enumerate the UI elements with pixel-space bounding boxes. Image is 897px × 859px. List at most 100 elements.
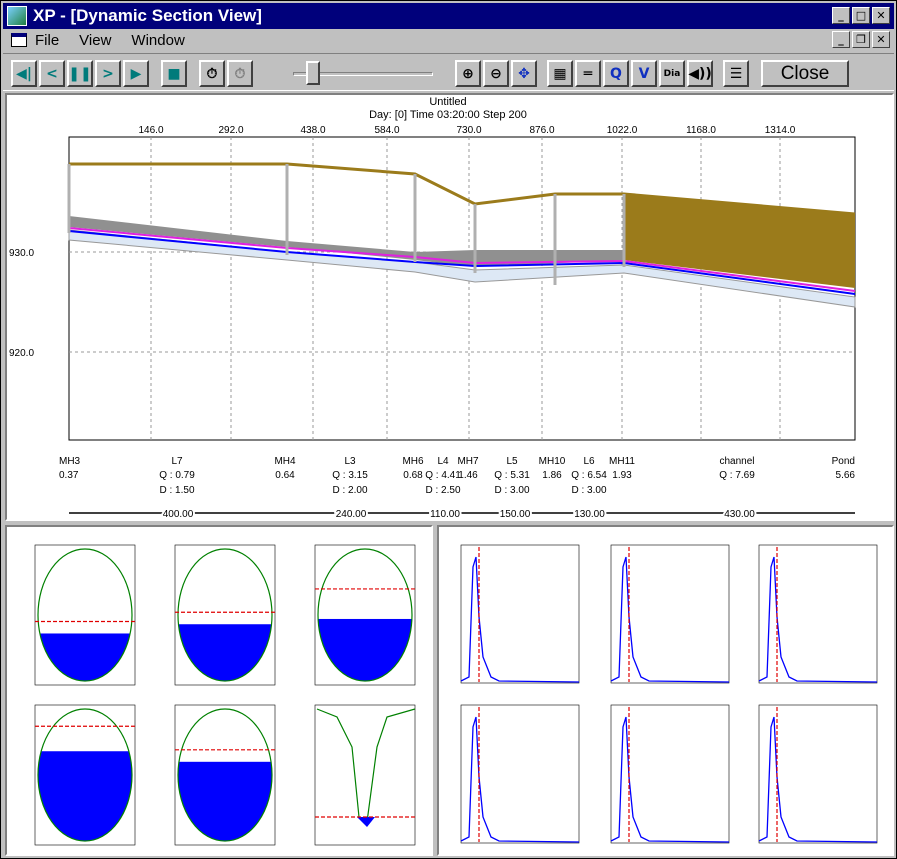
pipe-outline xyxy=(37,708,133,842)
node-name: MH11 xyxy=(609,456,635,467)
link-flow: Q : 3.15 xyxy=(332,470,368,481)
step-back-icon[interactable]: < xyxy=(39,60,65,87)
node-name: Pond xyxy=(832,456,855,467)
app-icon xyxy=(7,6,27,26)
chainage-tick-label: 438.0 xyxy=(300,125,325,136)
cross-section-chart xyxy=(174,704,276,846)
node-value: 0.68 xyxy=(403,470,423,481)
length-label: 240.00 xyxy=(336,509,367,519)
length-label: 400.00 xyxy=(163,509,194,519)
length-label: 110.00 xyxy=(430,509,460,519)
section-subtitle: Day: [0] Time 03:20:00 Step 200 xyxy=(369,109,527,121)
list-icon[interactable]: ☰ xyxy=(723,60,749,87)
zoom-out-icon[interactable]: ⊖ xyxy=(483,60,509,87)
chainage-tick-label: 1314.0 xyxy=(765,125,796,136)
timer-icon[interactable]: ⏱ xyxy=(199,60,225,87)
hydrograph-chart xyxy=(460,704,580,844)
pipe-outline xyxy=(177,708,273,842)
hydrograph-frame xyxy=(460,544,580,684)
link-flow: Q : 6.54 xyxy=(571,470,607,481)
close-window-button[interactable]: ✕ xyxy=(872,7,890,24)
cross-sections-pane xyxy=(5,525,433,856)
zoom-in-icon[interactable]: ⊕ xyxy=(455,60,481,87)
step-forward-icon[interactable]: > xyxy=(95,60,121,87)
node-value: 0.37 xyxy=(59,470,79,481)
chainage-tick-label: 146.0 xyxy=(138,125,163,136)
mdi-restore-button[interactable]: ❐ xyxy=(852,31,870,48)
link-flow: Q : 5.31 xyxy=(494,470,530,481)
link-name: L3 xyxy=(344,456,356,467)
cross-section-chart xyxy=(314,544,416,686)
chainage-tick-label: 292.0 xyxy=(218,125,243,136)
length-label: 430.00 xyxy=(724,509,755,519)
title-bar: XP - [Dynamic Section View] _ □ ✕ xyxy=(3,3,894,29)
link-flow: Q : 7.69 xyxy=(719,470,755,481)
section-title: Untitled xyxy=(429,96,466,108)
menu-bar: File View Window _ ❐ ✕ xyxy=(3,29,894,51)
pipe-crown-band xyxy=(69,216,624,267)
hydrograph-chart xyxy=(610,544,730,684)
first-step-icon[interactable]: ◀| xyxy=(11,60,37,87)
length-label: 150.00 xyxy=(500,509,531,519)
link-diameter: D : 1.50 xyxy=(159,485,194,496)
stop-icon[interactable]: ■ xyxy=(161,60,187,87)
length-label: 130.00 xyxy=(574,509,605,519)
menu-file[interactable]: File xyxy=(35,31,60,49)
toolbar: ◀| < ❚❚ > ▶ ■ ⏱ ⏱ ⊕ ⊖ ✥ ▦ ═ Q V Dia ◀)) … xyxy=(3,53,894,91)
menu-view[interactable]: View xyxy=(79,31,112,49)
v-button[interactable]: V xyxy=(631,60,657,87)
hydrograph-chart xyxy=(610,704,730,844)
play-icon[interactable]: ▶ xyxy=(123,60,149,87)
link-diameter: D : 3.00 xyxy=(571,485,606,496)
pipe-outline xyxy=(37,548,133,682)
elevation-tick-label: 930.0 xyxy=(9,248,34,259)
grid-icon[interactable]: ▦ xyxy=(547,60,573,87)
link-name: channel xyxy=(719,456,754,467)
minimize-button[interactable]: _ xyxy=(832,7,850,24)
chainage-tick-label: 876.0 xyxy=(529,125,554,136)
hydrograph-chart xyxy=(758,704,878,844)
hydrograph-frame xyxy=(610,544,730,684)
time-slider-thumb[interactable] xyxy=(306,61,320,85)
chainage-tick-label: 730.0 xyxy=(456,125,481,136)
chainage-tick-label: 584.0 xyxy=(374,125,399,136)
link-name: L4 xyxy=(437,456,449,467)
water-fill xyxy=(357,817,375,827)
maximize-button[interactable]: □ xyxy=(852,7,870,24)
node-name: MH10 xyxy=(539,456,566,467)
node-name: MH7 xyxy=(457,456,479,467)
dia-button[interactable]: Dia xyxy=(659,60,685,87)
time-slider-track[interactable] xyxy=(293,72,433,76)
ruler-icon[interactable]: ═ xyxy=(575,60,601,87)
section-view-pane: Untitled Day: [0] Time 03:20:00 Step 200… xyxy=(5,93,894,521)
q-button[interactable]: Q xyxy=(603,60,629,87)
link-name: L6 xyxy=(583,456,595,467)
link-name: L5 xyxy=(506,456,518,467)
hydrograph-chart xyxy=(460,544,580,684)
link-flow: Q : 4.41 xyxy=(425,470,461,481)
close-button[interactable]: Close xyxy=(761,60,849,87)
node-value: 1.86 xyxy=(542,470,562,481)
menu-window[interactable]: Window xyxy=(131,31,185,49)
mdi-minimize-button[interactable]: _ xyxy=(832,31,850,48)
hydrograph-frame xyxy=(758,704,878,844)
pipe-outline xyxy=(177,548,273,682)
cross-section-chart xyxy=(174,544,276,686)
node-value: 0.64 xyxy=(275,470,295,481)
pause-icon[interactable]: ❚❚ xyxy=(67,60,93,87)
document-icon[interactable] xyxy=(11,33,27,47)
hgl-line xyxy=(68,227,856,292)
link-diameter: D : 2.00 xyxy=(332,485,367,496)
hydrograph-frame xyxy=(460,704,580,844)
mdi-close-button[interactable]: ✕ xyxy=(872,31,890,48)
link-diameter: D : 3.00 xyxy=(494,485,529,496)
cross-section-chart xyxy=(34,704,136,846)
window-title: XP - [Dynamic Section View] xyxy=(33,6,262,25)
node-name: MH4 xyxy=(274,456,296,467)
pan-icon[interactable]: ✥ xyxy=(511,60,537,87)
hydrograph-frame xyxy=(610,704,730,844)
chainage-tick-label: 1168.0 xyxy=(686,125,716,136)
link-flow: Q : 0.79 xyxy=(159,470,195,481)
sound-icon[interactable]: ◀)) xyxy=(687,60,713,87)
hydrograph-chart xyxy=(758,544,878,684)
